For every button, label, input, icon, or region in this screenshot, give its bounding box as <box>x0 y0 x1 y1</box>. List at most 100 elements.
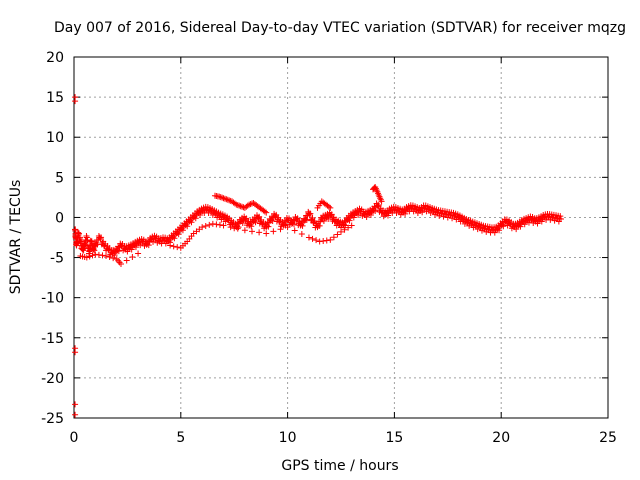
data-point-marker <box>325 203 332 210</box>
data-point-marker <box>249 200 255 207</box>
y-axis-ticks: -25 -20 -15 -10 -5 0 5 10 15 20 <box>41 50 608 427</box>
data-point-marker <box>184 223 191 230</box>
data-point-marker <box>135 250 142 257</box>
data-point-marker <box>419 209 426 216</box>
data-point-marker <box>320 218 327 225</box>
data-point-marker <box>99 252 106 259</box>
data-point-marker <box>179 227 186 234</box>
data-point-marker <box>129 254 136 261</box>
data-point-marker <box>256 213 263 220</box>
data-point-marker <box>491 229 498 236</box>
y-tick-label: -15 <box>41 331 64 347</box>
data-point-marker <box>270 228 277 235</box>
data-point-marker <box>307 210 314 217</box>
data-point-marker <box>234 202 241 209</box>
data-point-marker <box>384 212 391 219</box>
data-point-marker <box>237 203 244 210</box>
data-point-marker <box>316 222 323 229</box>
data-point-marker <box>299 222 306 229</box>
data-point-marker <box>209 220 216 227</box>
data-point-marker <box>117 260 124 267</box>
data-point-marker <box>350 214 357 221</box>
data-point-marker <box>150 238 157 245</box>
data-point-marker <box>306 211 313 218</box>
x-tick-label: 15 <box>385 430 403 446</box>
data-point-marker <box>197 212 204 219</box>
data-point-marker <box>357 208 364 215</box>
data-point-marker <box>517 223 524 230</box>
data-point-marker <box>328 211 335 218</box>
data-point-marker <box>534 220 541 227</box>
y-tick-label: -10 <box>41 291 64 307</box>
data-point-marker <box>338 228 344 235</box>
data-point-marker <box>220 195 227 202</box>
data-point-marker <box>327 236 334 243</box>
grid-lines <box>74 57 608 418</box>
data-point-marker <box>92 251 99 258</box>
data-point-marker <box>78 238 85 245</box>
x-tick-label: 10 <box>279 430 297 446</box>
y-tick-label: 15 <box>46 90 64 106</box>
y-tick-label: -5 <box>50 251 64 267</box>
x-axis-label: GPS time / hours <box>281 458 398 474</box>
data-point-marker <box>330 234 337 241</box>
data-point-marker <box>234 225 241 232</box>
data-point-marker <box>402 210 409 217</box>
data-point-marker <box>375 202 382 209</box>
data-point-marker <box>84 237 91 244</box>
data-point-marker <box>223 196 230 203</box>
data-point-marker <box>216 221 223 228</box>
data-point-marker <box>83 254 90 261</box>
data-point-marker <box>310 219 317 226</box>
data-point-marker <box>558 216 565 223</box>
data-point-marker <box>99 239 106 246</box>
x-axis-ticks: 0 5 10 15 20 25 <box>70 57 617 446</box>
data-point-marker <box>294 215 301 222</box>
data-point-marker <box>348 222 355 229</box>
data-point-marker <box>261 208 268 215</box>
data-point-marker <box>213 221 220 228</box>
data-point-marker <box>89 252 96 259</box>
y-axis-label: SDTVAR / TECUs <box>8 180 24 295</box>
data-point-marker <box>496 227 503 234</box>
data-point-marker <box>241 216 248 223</box>
data-point-marker <box>291 227 298 234</box>
data-point-marker <box>88 238 95 245</box>
data-point-marker <box>124 248 131 255</box>
data-point-marker <box>249 228 255 235</box>
chart-title: Day 007 of 2016, Sidereal Day-to-day VTE… <box>54 20 626 36</box>
data-point-marker <box>216 193 223 200</box>
data-points <box>72 94 565 418</box>
data-point-marker <box>334 231 341 238</box>
data-point-marker <box>202 223 209 230</box>
data-point-marker <box>327 204 334 211</box>
data-point-marker <box>174 244 181 251</box>
x-tick-label: 25 <box>599 430 617 446</box>
data-point-marker <box>320 237 327 244</box>
y-tick-label: 5 <box>55 170 64 186</box>
data-point-marker <box>345 224 352 231</box>
data-point-marker <box>105 246 112 253</box>
y-tick-label: -25 <box>41 411 64 427</box>
data-point-marker <box>500 223 507 230</box>
data-point-marker <box>110 255 117 262</box>
data-point-marker <box>206 221 213 228</box>
data-point-marker <box>521 221 528 228</box>
data-point-marker <box>192 215 199 222</box>
data-point-marker <box>256 229 263 236</box>
data-point-marker <box>199 224 206 231</box>
data-point-marker <box>72 401 79 408</box>
data-point-marker <box>291 221 298 228</box>
data-point-marker <box>117 242 124 249</box>
data-point-marker <box>115 248 122 255</box>
data-point-marker <box>284 216 291 223</box>
data-point-marker <box>327 212 334 219</box>
data-point-marker <box>309 214 316 221</box>
x-tick-label: 20 <box>492 430 510 446</box>
data-point-marker <box>263 230 270 237</box>
data-point-marker <box>219 194 226 201</box>
data-point-marker <box>538 218 545 225</box>
y-tick-label: -20 <box>41 371 64 387</box>
data-point-marker <box>100 242 107 249</box>
